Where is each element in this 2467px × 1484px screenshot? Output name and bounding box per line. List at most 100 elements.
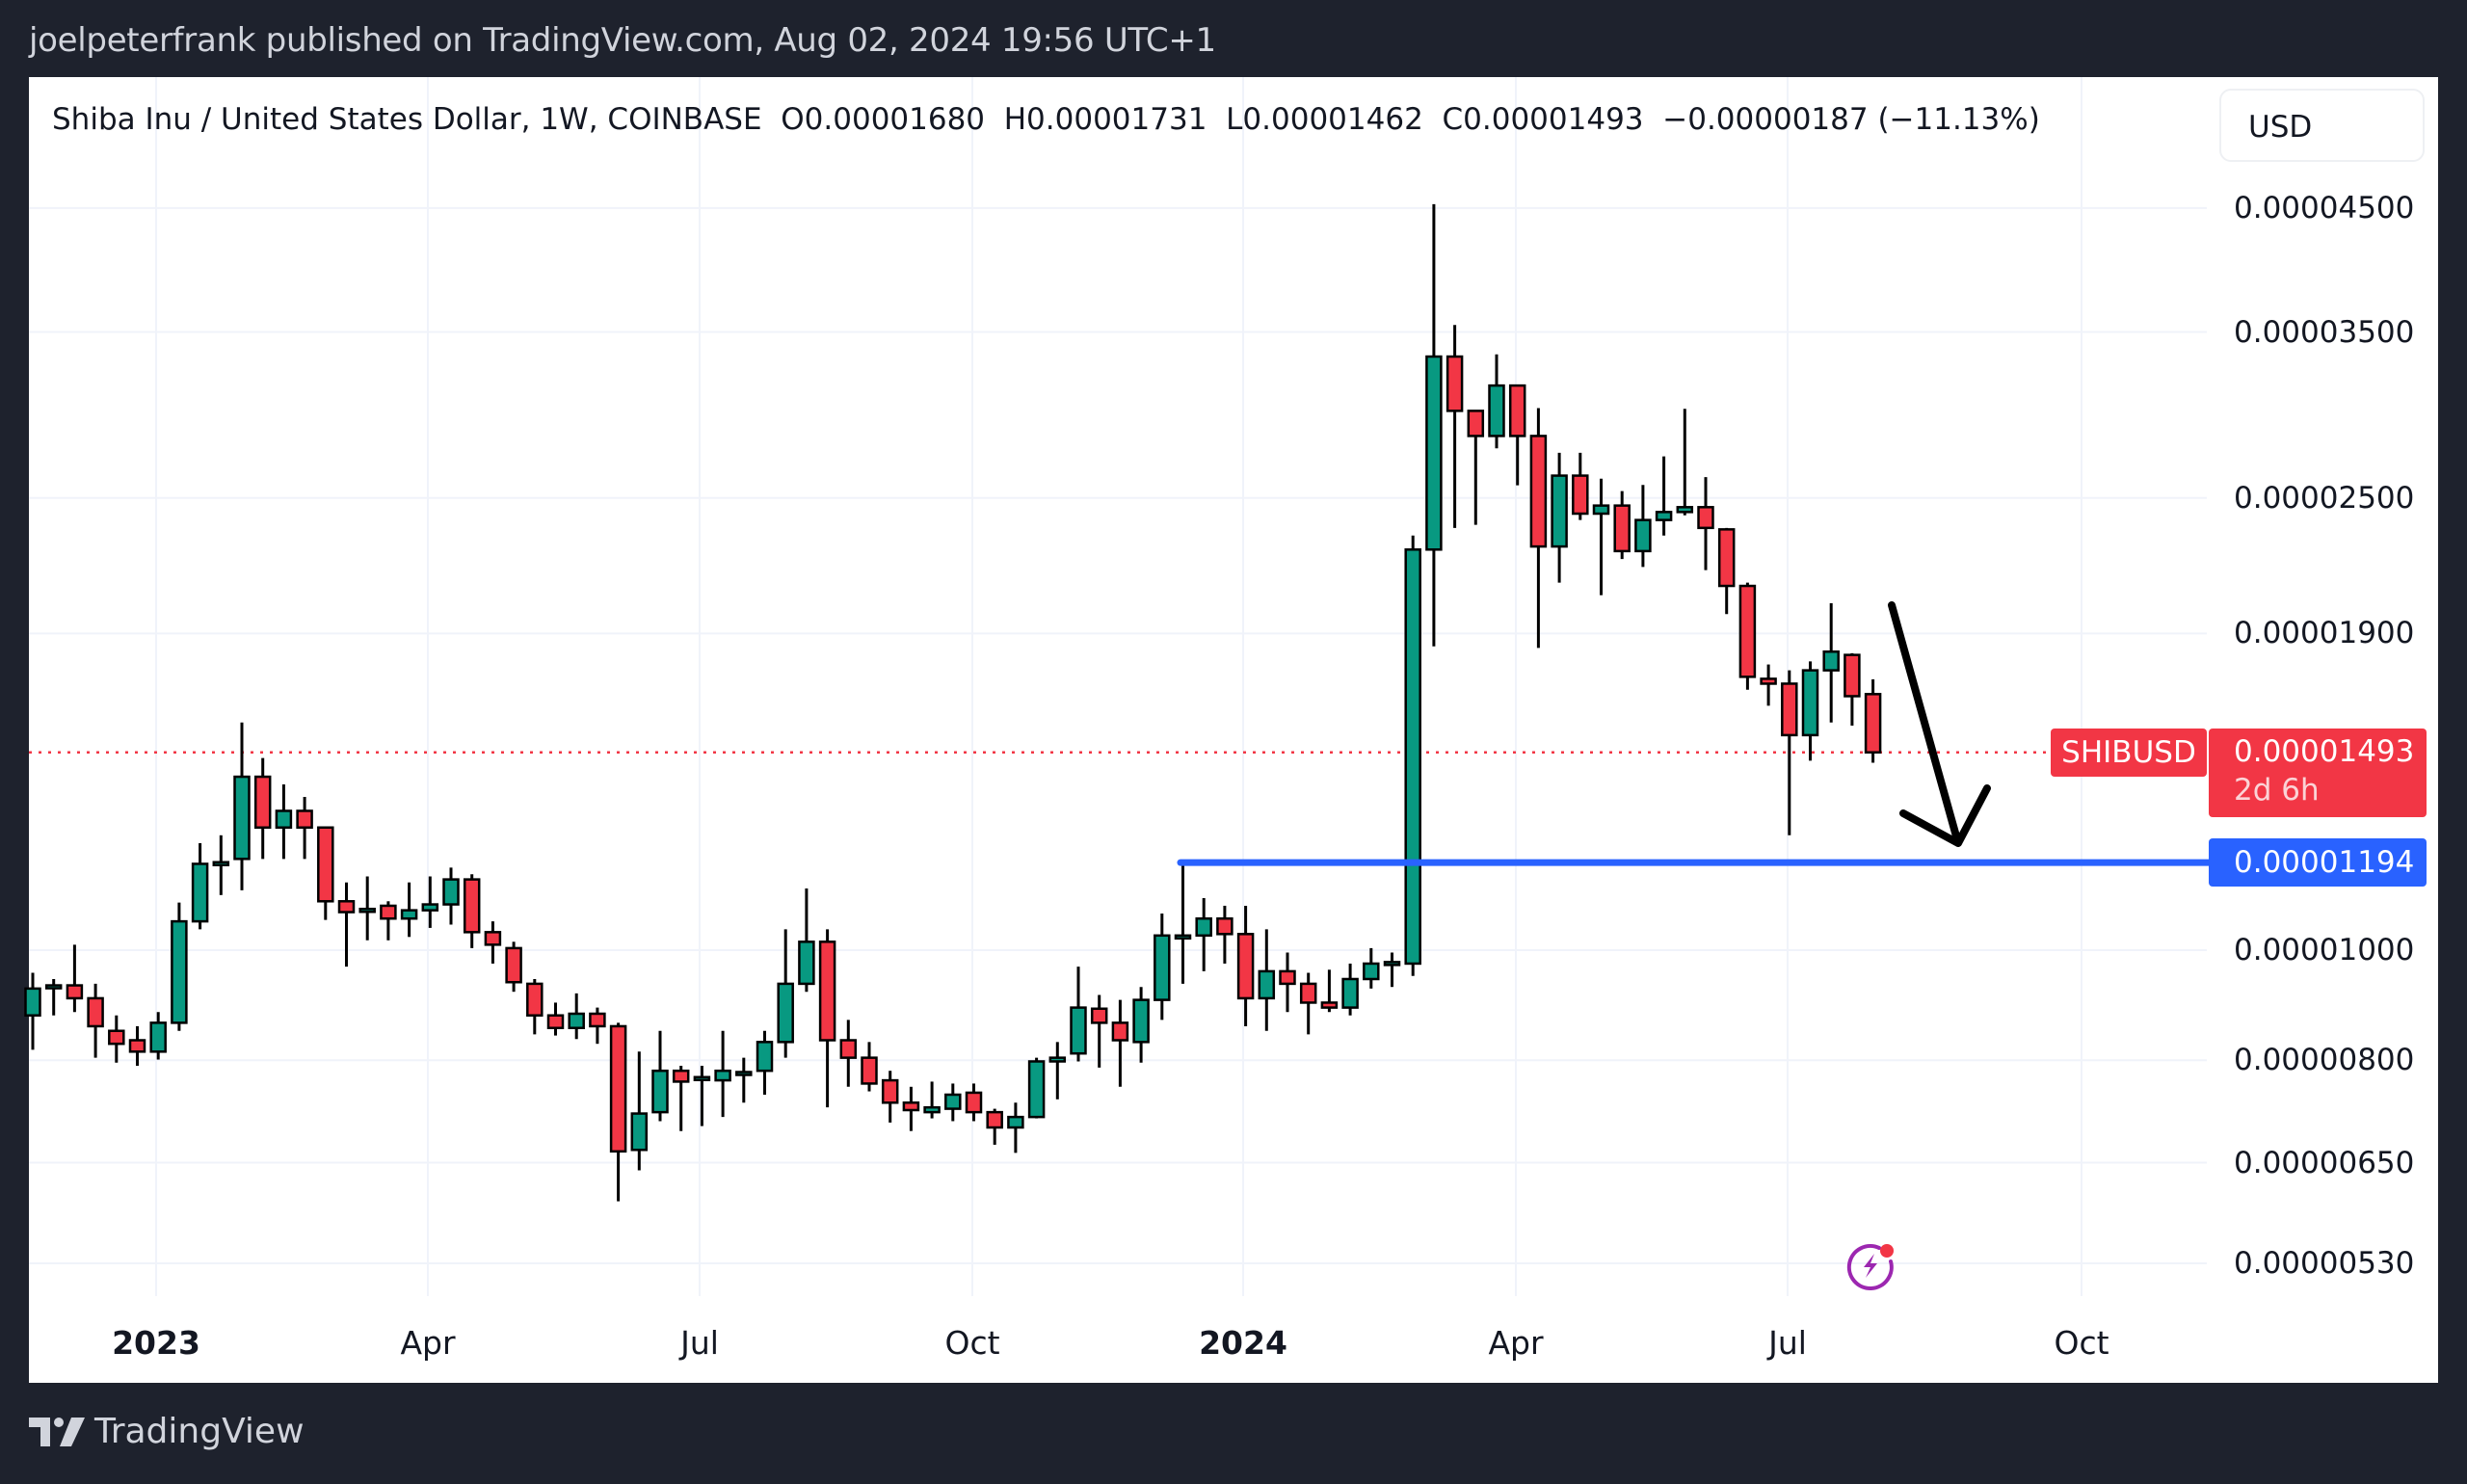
candle-up [693,1075,711,1082]
price-axis-label: 0.00000530 [2234,1246,2415,1281]
ohlc-close: C0.00001493 [1442,102,1644,137]
candle-up [24,987,41,1017]
candle-down [1508,384,1526,437]
last-price-tag: 0.00001493 2d 6h [2209,729,2427,817]
candle-down [1529,435,1548,548]
candle-up [568,1012,585,1029]
price-axis-label: 0.00002500 [2234,480,2415,516]
chart-pane[interactable] [29,77,2438,1383]
candle-up [1822,650,1840,672]
ohlc-change: −0.00000187 (−11.13%) [1662,102,2040,137]
candle-down [1320,1001,1339,1009]
candle-down [1446,355,1464,412]
candle-up [1655,511,1673,521]
candle-down [861,1056,878,1085]
last-price-value: 0.00001493 [2234,734,2415,769]
ohlc-high: H0.00001731 [1003,102,1207,137]
candle-down [902,1101,920,1112]
candle-down [1279,969,1296,986]
candle-up [149,1021,167,1053]
candle-up [630,1112,649,1152]
candle-up [1258,969,1276,1000]
candle-down [463,878,481,934]
ohlc-open: O0.00001680 [781,102,986,137]
time-axis-label: Oct [944,1324,1000,1362]
candle-up [1551,474,1568,548]
candle-down [1760,677,1777,685]
time-axis-label: Apr [1488,1324,1544,1362]
candle-down [337,900,356,914]
candle-up [714,1069,731,1082]
time-axis-label: Jul [680,1324,719,1362]
candle-up [400,909,418,920]
tradingview-logo[interactable]: TradingView [29,1412,305,1451]
candle-down [1717,528,1736,588]
candle-up [1801,669,1819,737]
candle-down [253,775,272,830]
candle-up [233,775,251,861]
symbol-price-tag: SHIBUSD [2051,729,2207,777]
candle-down [66,984,84,1000]
candle-up [1007,1115,1024,1129]
candle-up [1404,548,1421,966]
price-axis-label: 0.00000800 [2234,1043,2415,1078]
candle-up [923,1105,941,1114]
candle-up [442,878,460,906]
candle-down [505,946,522,984]
candle-up [1383,961,1401,967]
candle-down [484,931,502,946]
candle-down [1864,693,1882,754]
candle-up [1195,916,1212,938]
bar-countdown: 2d 6h [2234,773,2320,808]
candle-up [1676,506,1694,514]
candle-down [526,982,544,1017]
time-axis-label: 2024 [1199,1324,1287,1362]
candle-down [317,826,334,903]
lightning-bolt-icon[interactable] [1841,1236,1898,1294]
price-axis-label: 0.00000650 [2234,1145,2415,1180]
price-axis-label: 0.00001900 [2234,616,2415,651]
candle-up [1048,1056,1067,1063]
candle-up [1174,934,1192,941]
candle-down [87,996,104,1028]
candle-down [672,1069,690,1083]
candle-up [1070,1006,1087,1055]
candle-down [546,1014,565,1029]
candle-down [296,809,313,830]
candle-down [1467,410,1485,437]
candle-down [986,1110,1003,1129]
ohlc-low: L0.00001462 [1226,102,1423,137]
price-axis-label: 0.00004500 [2234,190,2415,225]
time-axis-label: 2023 [112,1324,200,1362]
time-axis-label: Jul [1768,1324,1807,1362]
candle-up [1341,977,1359,1009]
currency-button[interactable]: USD [2219,89,2425,162]
candle-down [1299,982,1317,1004]
candle-down [589,1012,606,1028]
candle-up [191,862,209,923]
candle-down [609,1024,627,1153]
horizontal-line-price-tag: 0.00001194 [2209,838,2427,887]
down-arrow-drawing [1888,601,1991,847]
candle-up [1425,355,1443,551]
candle-up [1592,504,1610,516]
candle-up [1132,998,1150,1044]
candle-up [798,941,815,986]
candle-up [777,982,794,1044]
candle-down [1111,1021,1129,1042]
symbol-description: Shiba Inu / United States Dollar, 1W, CO… [52,102,762,137]
candle-up [275,809,293,830]
candle-up [944,1093,962,1110]
candle-up [1488,384,1505,437]
candle-up [1363,962,1380,981]
publish-header: joelpeterfrank published on TradingView.… [29,21,1216,60]
time-axis-label: Apr [400,1324,456,1362]
tradingview-brand-text: TradingView [94,1412,305,1451]
candle-down [1572,474,1589,516]
time-axis-label: Oct [2054,1324,2109,1362]
symbol-legend: Shiba Inu / United States Dollar, 1W, CO… [52,102,2040,137]
candle-up [358,907,376,914]
candle-up [1027,1060,1046,1119]
candle-up [212,861,230,866]
